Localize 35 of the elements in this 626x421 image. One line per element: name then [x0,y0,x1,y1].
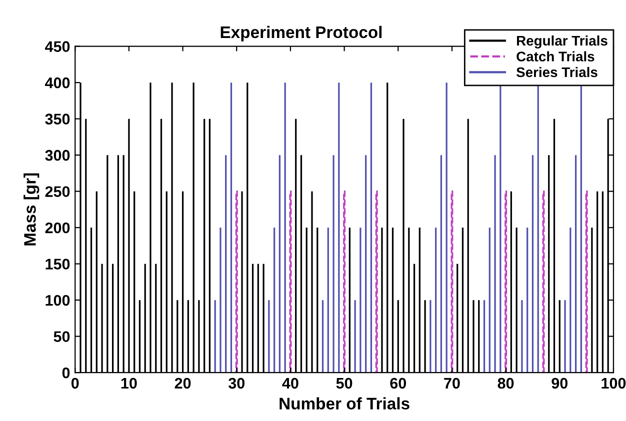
y-axis-title: Mass [gr] [24,173,40,246]
y-tick-label: 300 [45,150,70,161]
bar [343,190,346,373]
bar [585,190,588,373]
x-tick-label: 10 [121,378,137,389]
x-tick-label: 20 [174,378,191,389]
y-tick-label: 50 [54,331,70,342]
x-tick-label: 0 [71,378,79,389]
bar [504,190,508,373]
x-tick-label: 80 [498,378,514,389]
y-tick-label: 100 [46,294,70,306]
x-tick-label: 90 [552,378,568,389]
bar [375,190,378,373]
x-axis-title: Number of Trials [280,397,410,410]
legend-label: Catch Trials [516,51,594,62]
legend-label: Series Trials [516,66,598,78]
y-tick-label: 350 [45,114,70,125]
x-tick-label: 40 [282,378,298,389]
bar [542,190,545,373]
x-tick-label: 100 [602,378,626,389]
x-tick-label: 50 [336,378,352,389]
chart-title: Experiment Protocol [220,26,382,42]
y-tick-label: 0 [62,367,70,378]
y-tick-label: 450 [45,41,70,52]
legend-label: Regular Trials [517,35,608,48]
y-tick-label: 250 [45,186,70,198]
bar [289,190,292,373]
bar [450,190,454,373]
bar [235,190,238,373]
y-tick-label: 150 [46,258,70,270]
x-tick-label: 60 [390,378,406,389]
y-tick-label: 200 [45,222,70,234]
y-tick-label: 400 [45,77,70,88]
x-tick-label: 30 [228,378,244,389]
x-tick-label: 70 [444,378,460,389]
